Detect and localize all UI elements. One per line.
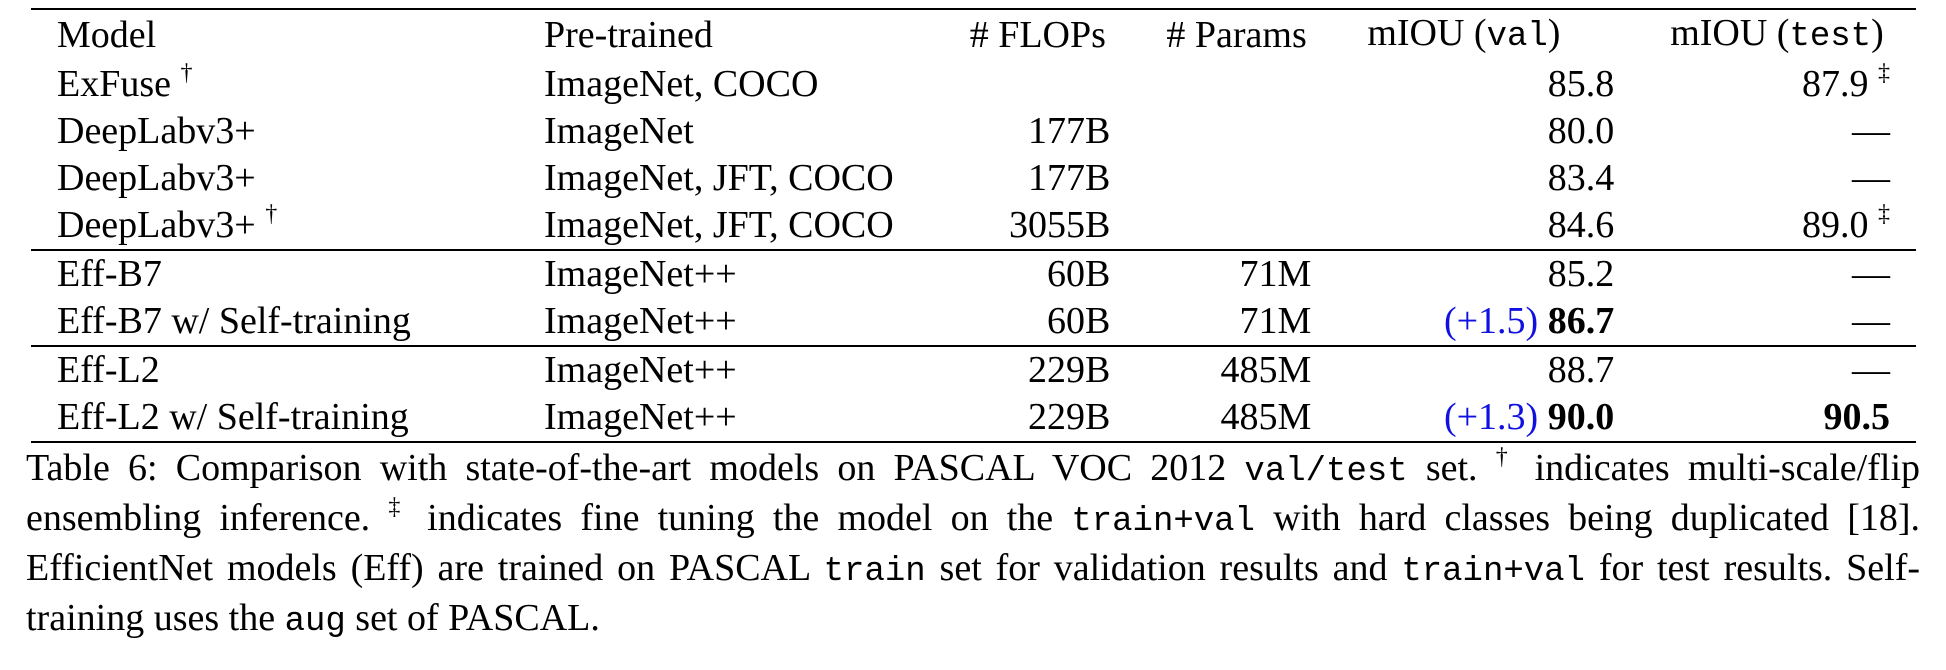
header-model: Model: [57, 14, 157, 56]
cell-model: Eff-L2 w/ Self-training: [57, 396, 409, 438]
cell-model: Eff-B7 w/ Self-training: [57, 300, 411, 342]
header-row: Model Pre-trained # FLOPs # Params mIOU …: [31, 9, 1916, 61]
cell-model: DeepLabv3+ †: [57, 201, 278, 246]
cell-flops: 177B: [1028, 110, 1111, 152]
cell-miou-val: 85.2: [1547, 253, 1615, 295]
header-miou-test: mIOU (test): [1670, 12, 1884, 56]
cell-model: Eff-B7: [57, 253, 162, 295]
cell-miou-test: —: [1852, 157, 1890, 199]
cell-pretrained: ImageNet, JFT, COCO: [544, 157, 894, 199]
cell-flops: 60B: [1047, 300, 1111, 342]
cell-flops: [942, 61, 1139, 108]
cell-params: 71M: [1239, 253, 1312, 295]
header-params: # Params: [1166, 14, 1307, 56]
cell-flops: 229B: [1028, 349, 1111, 391]
cell-miou-val: 80.0: [1547, 110, 1615, 152]
table-row: Eff-L2 ImageNet++ 229B 485M 88.7 —: [31, 346, 1916, 394]
cell-model: ExFuse †: [57, 60, 193, 105]
cell-pretrained: ImageNet++: [544, 253, 737, 295]
cell-params: [1138, 61, 1339, 108]
cell-flops: 177B: [1028, 157, 1111, 199]
cell-miou-val: 88.7: [1547, 349, 1615, 391]
cell-model: Eff-L2: [57, 349, 160, 391]
table-figure: Model Pre-trained # FLOPs # Params mIOU …: [26, 8, 1920, 645]
cell-miou-test: 90.5: [1823, 396, 1891, 438]
results-table: Model Pre-trained # FLOPs # Params mIOU …: [31, 8, 1916, 443]
cell-pretrained: ImageNet, COCO: [544, 63, 819, 105]
table-row: DeepLabv3+ ImageNet 177B 80.0 —: [31, 108, 1916, 155]
cell-miou-val: 84.6: [1547, 204, 1615, 246]
cell-miou-test: —: [1852, 349, 1890, 391]
cell-flops: 3055B: [1009, 204, 1111, 246]
cell-params: [1138, 108, 1339, 155]
cell-miou-val: 85.8: [1547, 63, 1615, 105]
cell-miou-test: —: [1852, 253, 1890, 295]
cell-model: DeepLabv3+: [57, 110, 256, 152]
cell-miou-test: 87.9 ‡: [1802, 60, 1890, 105]
table-row: Eff-L2 w/ Self-training ImageNet++ 229B 485…: [31, 394, 1916, 442]
cell-params: 71M: [1239, 300, 1312, 342]
cell-model: DeepLabv3+: [57, 157, 256, 199]
header-flops: # FLOPs: [969, 14, 1106, 56]
header-pretrained: Pre-trained: [544, 14, 713, 56]
cell-params: 485M: [1220, 396, 1312, 438]
cell-flops: 229B: [1028, 396, 1111, 438]
cell-params: [1138, 202, 1339, 250]
cell-pretrained: ImageNet++: [544, 300, 737, 342]
table-row: ExFuse † ImageNet, COCO 85.8 87.9 ‡: [31, 61, 1916, 108]
cell-pretrained: ImageNet++: [544, 349, 737, 391]
cell-miou-test: —: [1852, 110, 1890, 152]
cell-miou-val: 83.4: [1547, 157, 1615, 199]
cell-miou-test: 89.0 ‡: [1802, 201, 1890, 246]
table-row: Eff-B7 w/ Self-training ImageNet++ 60B 71M (…: [31, 298, 1916, 346]
cell-pretrained: ImageNet++: [544, 396, 737, 438]
cell-miou-test: —: [1852, 300, 1890, 342]
table-caption: Table 6: Comparison with state-of-the-ar…: [26, 444, 1921, 641]
cell-params: 485M: [1220, 349, 1312, 391]
cell-flops: 60B: [1047, 253, 1111, 295]
cell-pretrained: ImageNet: [544, 110, 694, 152]
cell-miou-val: (+1.5) 86.7: [1443, 300, 1615, 342]
table-row: DeepLabv3+ ImageNet, JFT, COCO 177B 83.4 —: [31, 155, 1916, 202]
table-row: Eff-B7 ImageNet++ 60B 71M 85.2 —: [31, 250, 1916, 298]
header-miou-val: mIOU (val): [1367, 12, 1561, 56]
cell-miou-val: (+1.3) 90.0: [1443, 396, 1615, 438]
cell-params: [1138, 155, 1339, 202]
table-row: DeepLabv3+ † ImageNet, JFT, COCO 3055B 84.6…: [31, 202, 1916, 250]
cell-pretrained: ImageNet, JFT, COCO: [544, 204, 894, 246]
